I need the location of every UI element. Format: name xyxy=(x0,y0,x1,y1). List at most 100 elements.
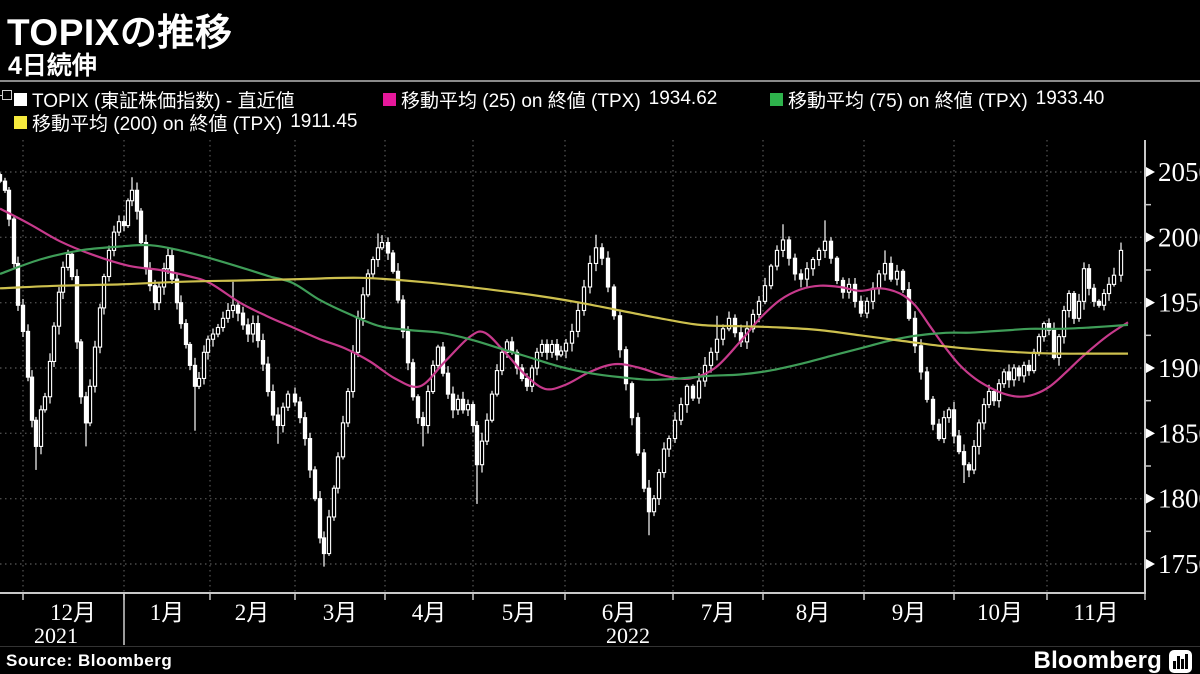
candle-up xyxy=(499,351,505,372)
candle-up xyxy=(250,323,256,335)
candle-up xyxy=(101,275,107,309)
y-axis-label: 1750 xyxy=(1158,549,1200,579)
candle-down xyxy=(240,312,246,326)
candle-down xyxy=(33,419,39,447)
candle-down xyxy=(270,390,276,416)
legend-value: 1933.40 xyxy=(1035,88,1105,109)
x-month-label: 8月 xyxy=(796,600,831,625)
candle-down xyxy=(121,221,127,227)
candle-down xyxy=(450,393,456,411)
candle-down xyxy=(1071,292,1077,319)
candle-up xyxy=(882,262,888,275)
candle-up xyxy=(684,385,690,406)
candle-down xyxy=(936,423,942,440)
candle-up xyxy=(125,200,131,227)
candle-up xyxy=(587,262,593,288)
candle-down xyxy=(78,341,84,398)
candle-down xyxy=(629,383,635,419)
candle-up xyxy=(1036,336,1042,353)
candle-up xyxy=(822,240,828,251)
candle-up xyxy=(340,422,346,458)
candle-down xyxy=(178,302,184,325)
candle-down xyxy=(420,417,426,427)
candle-up xyxy=(720,328,726,340)
candle-up xyxy=(365,273,371,296)
y-axis-label: 2050 xyxy=(1158,157,1200,187)
candle-up xyxy=(946,409,952,419)
candle-down xyxy=(265,363,271,393)
x-month-label: 1月 xyxy=(150,600,185,625)
y-major-tick xyxy=(1146,493,1155,504)
candle-up xyxy=(529,367,535,387)
x-month-label: 4月 xyxy=(412,600,447,625)
candle-up xyxy=(816,249,822,261)
candle-up xyxy=(42,396,48,411)
candle-up xyxy=(455,398,461,411)
candle-up xyxy=(51,325,57,363)
candle-up xyxy=(708,351,714,366)
candle-up xyxy=(129,189,135,202)
y-major-tick xyxy=(1146,232,1155,243)
candle-down xyxy=(255,323,261,342)
y-major-tick xyxy=(1146,297,1155,308)
candle-up xyxy=(558,350,564,356)
candle-up xyxy=(656,471,662,500)
candle-up xyxy=(111,231,117,251)
candle-down xyxy=(966,464,972,471)
candle-down xyxy=(828,240,834,259)
candle-up xyxy=(1056,336,1062,359)
candle-up xyxy=(768,265,774,287)
candle-up xyxy=(696,380,702,399)
candle-up xyxy=(1081,268,1087,302)
candle-up xyxy=(804,268,810,280)
candle-down xyxy=(297,401,303,419)
candle-up xyxy=(780,239,786,251)
candle-down xyxy=(192,364,198,387)
candle-up xyxy=(549,343,555,353)
candle-down xyxy=(2,180,8,191)
legend-item-ma75: 移動平均 (75) on 終値 (TPX) 1933.40 xyxy=(770,88,1105,112)
candle-up xyxy=(810,258,816,270)
candle-down xyxy=(912,317,918,347)
candle-up xyxy=(976,422,982,447)
candle-up xyxy=(484,419,490,442)
candle-down xyxy=(1046,323,1052,331)
candle-up xyxy=(864,300,870,314)
candle-down xyxy=(183,323,189,346)
ma200-line xyxy=(0,276,1128,355)
legend-label: 移動平均 (75) on 終値 (TPX) xyxy=(788,90,1028,112)
candle-up xyxy=(569,330,575,344)
candle-down xyxy=(25,330,31,378)
x-year-label: 2022 xyxy=(606,623,650,648)
candle-up xyxy=(1061,309,1067,338)
candle-down xyxy=(786,239,792,259)
y-axis-label: 1850 xyxy=(1158,418,1200,448)
candle-down xyxy=(1091,287,1097,302)
x-month-label: 12月 xyxy=(50,600,96,625)
legend-item-ma200: 移動平均 (200) on 終値 (TPX) 1911.45 xyxy=(14,111,358,135)
x-month-label: 9月 xyxy=(892,600,927,625)
candle-up xyxy=(379,242,385,249)
candle-up xyxy=(1021,364,1027,377)
legend-item-topix: TOPIX (東証株価指数) - 直近値 xyxy=(14,88,303,112)
candle-down xyxy=(235,304,241,314)
candle-up xyxy=(581,286,587,312)
x-month-label: 2月 xyxy=(235,600,270,625)
y-axis-label: 1800 xyxy=(1158,484,1200,514)
y-axis-label: 1950 xyxy=(1158,288,1200,318)
candle-down xyxy=(415,396,421,419)
x-month-label: 3月 xyxy=(323,600,358,625)
candle-down xyxy=(260,340,266,365)
candle-up xyxy=(1031,351,1037,372)
candle-up xyxy=(280,406,286,427)
legend-marker-icon xyxy=(0,90,12,100)
candle-up xyxy=(92,346,98,387)
candle-up xyxy=(762,285,768,302)
candle-down xyxy=(138,210,144,244)
candle-down xyxy=(617,315,623,351)
candle-up xyxy=(1101,292,1107,306)
candle-up xyxy=(1106,283,1112,295)
candle-down xyxy=(152,285,158,304)
candle-down xyxy=(646,487,652,513)
candle-down xyxy=(792,257,798,275)
